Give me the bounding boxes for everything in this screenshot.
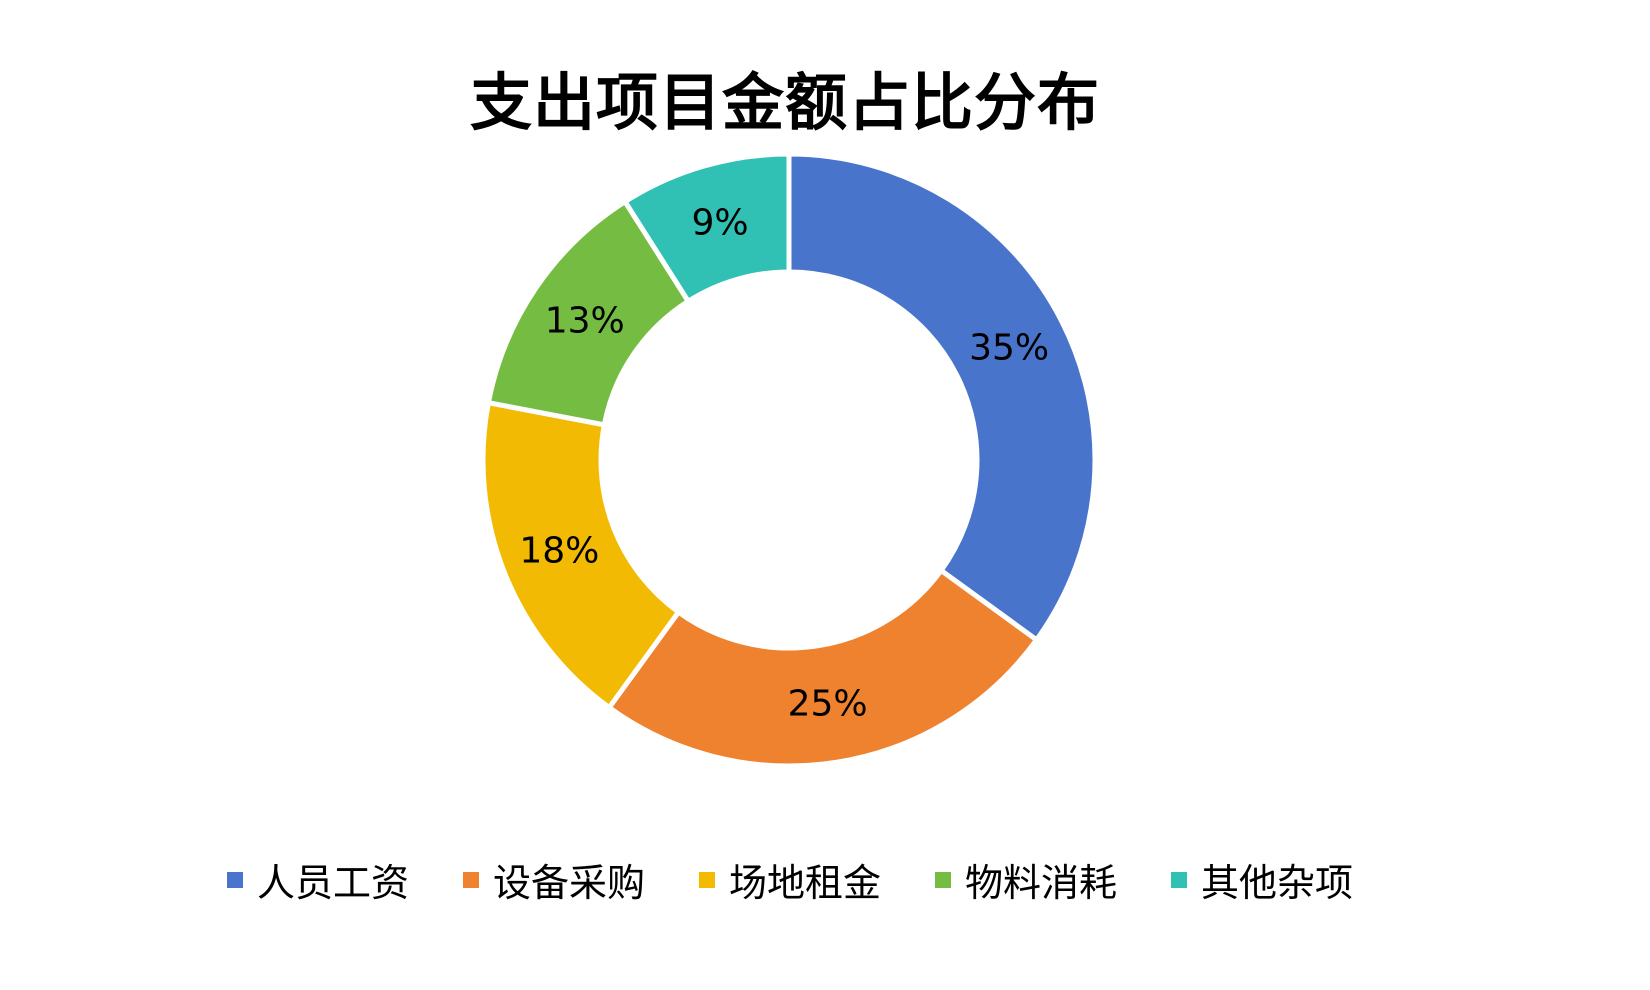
legend-item: 其他杂项 bbox=[1171, 852, 1353, 907]
donut-slice-5 bbox=[621, 151, 792, 305]
legend-label: 其他杂项 bbox=[1201, 861, 1354, 905]
data-label: 9% bbox=[691, 202, 749, 244]
legend-swatch-icon bbox=[1171, 871, 1188, 888]
data-label: 25% bbox=[787, 683, 868, 725]
legend-label: 人员工资 bbox=[256, 861, 409, 905]
legend-swatch-icon bbox=[462, 871, 479, 888]
data-label: 13% bbox=[544, 300, 625, 342]
legend-label: 设备采购 bbox=[492, 861, 645, 905]
legend-item: 设备采购 bbox=[462, 852, 645, 907]
donut-slice-2 bbox=[605, 567, 1041, 769]
data-label: 35% bbox=[969, 327, 1050, 369]
chart-title: 支出项目金额占比分布 bbox=[469, 66, 1100, 139]
legend-label: 物料消耗 bbox=[965, 861, 1118, 905]
legend-item: 人员工资 bbox=[226, 852, 409, 907]
data-label: 18% bbox=[519, 530, 600, 572]
legend-swatch-icon bbox=[935, 871, 951, 888]
donut-slice-3 bbox=[480, 399, 682, 712]
legend-label: 场地租金 bbox=[728, 861, 881, 905]
legend: 人员工资 设备采购 场地租金 物料消耗 其他杂项 bbox=[0, 852, 1580, 907]
donut-slice-1 bbox=[786, 151, 1098, 644]
legend-item: 物料消耗 bbox=[935, 852, 1117, 907]
legend-swatch-icon bbox=[698, 871, 715, 888]
legend-item: 场地租金 bbox=[698, 852, 881, 907]
legend-swatch-icon bbox=[226, 871, 243, 888]
